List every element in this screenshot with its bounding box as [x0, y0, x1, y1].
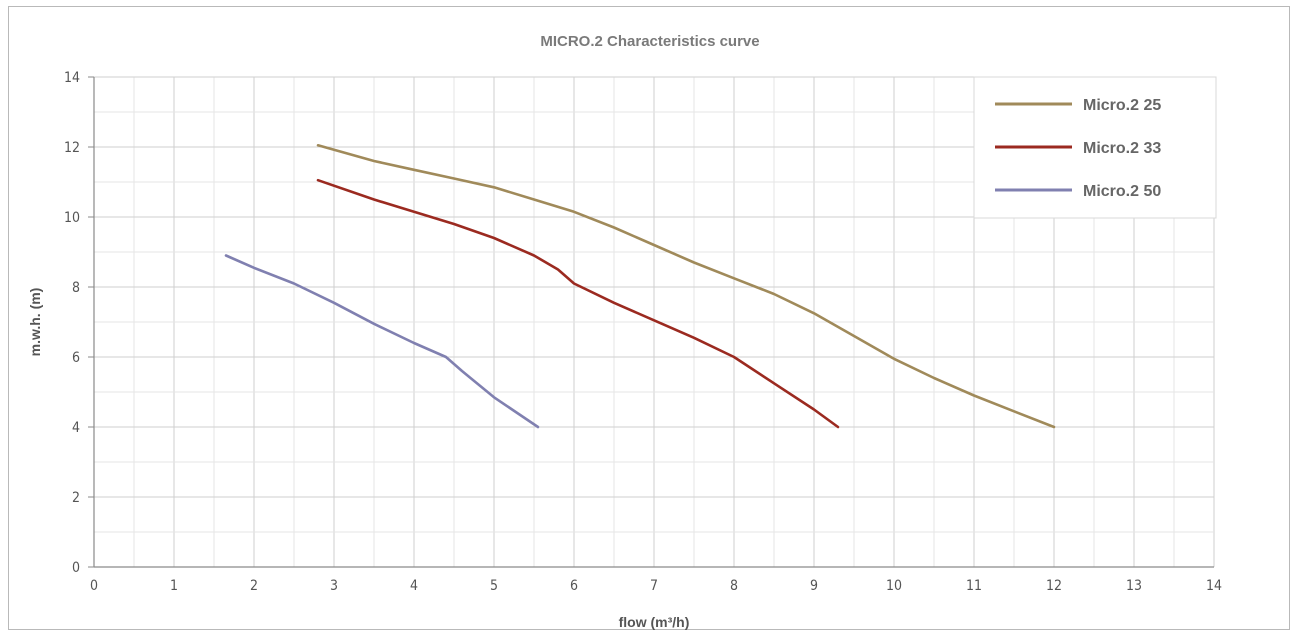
y-tick-labels: 0 2 4 6 8 10 12 14 [64, 70, 80, 576]
x-tick-label: 6 [570, 578, 578, 594]
chart-title: MICRO.2 Characteristics curve [540, 33, 759, 50]
y-tick-label: 6 [72, 350, 80, 366]
y-tick-label: 4 [72, 420, 80, 436]
x-tick-label: 5 [490, 578, 498, 594]
x-tick-label: 3 [330, 578, 338, 594]
series-line-1 [316, 144, 1056, 429]
y-axis-label: m.w.h. (m) [27, 288, 43, 357]
x-tick-label: 11 [966, 578, 982, 594]
axes [88, 76, 1214, 568]
y-tick-label: 10 [64, 210, 80, 226]
x-tick-label: 1 [170, 578, 178, 594]
x-axis-label: flow (m³/h) [619, 614, 690, 630]
y-tick-label: 8 [72, 280, 80, 296]
series-line-3 [224, 254, 540, 429]
y-tick-label: 0 [72, 560, 80, 576]
x-tick-label: 9 [810, 578, 818, 594]
y-tick-label: 12 [64, 140, 80, 156]
x-tick-labels: 0 1 2 3 4 5 6 7 8 9 10 11 12 13 14 [90, 578, 1222, 594]
x-tick-label: 12 [1046, 578, 1062, 594]
x-tick-label: 7 [650, 578, 658, 594]
x-tick-label: 2 [250, 578, 258, 594]
y-tick-label: 2 [72, 490, 80, 506]
x-tick-label: 14 [1206, 578, 1222, 594]
legend-label-1: Micro.2 25 [1083, 97, 1161, 114]
legend-label-3: Micro.2 50 [1083, 183, 1161, 200]
x-tick-label: 10 [886, 578, 902, 594]
x-tick-label: 8 [730, 578, 738, 594]
legend-items: Micro.2 25 Micro.2 33 Micro.2 50 [995, 97, 1161, 200]
series-lines [224, 144, 1056, 429]
legend: Micro.2 25 Micro.2 33 Micro.2 50 [973, 76, 1217, 219]
y-tick-label: 14 [64, 70, 80, 86]
x-tick-label: 4 [410, 578, 418, 594]
x-tick-label: 0 [90, 578, 98, 594]
series-line-2 [316, 178, 840, 429]
x-tick-label: 13 [1126, 578, 1142, 594]
legend-label-2: Micro.2 33 [1083, 140, 1161, 157]
